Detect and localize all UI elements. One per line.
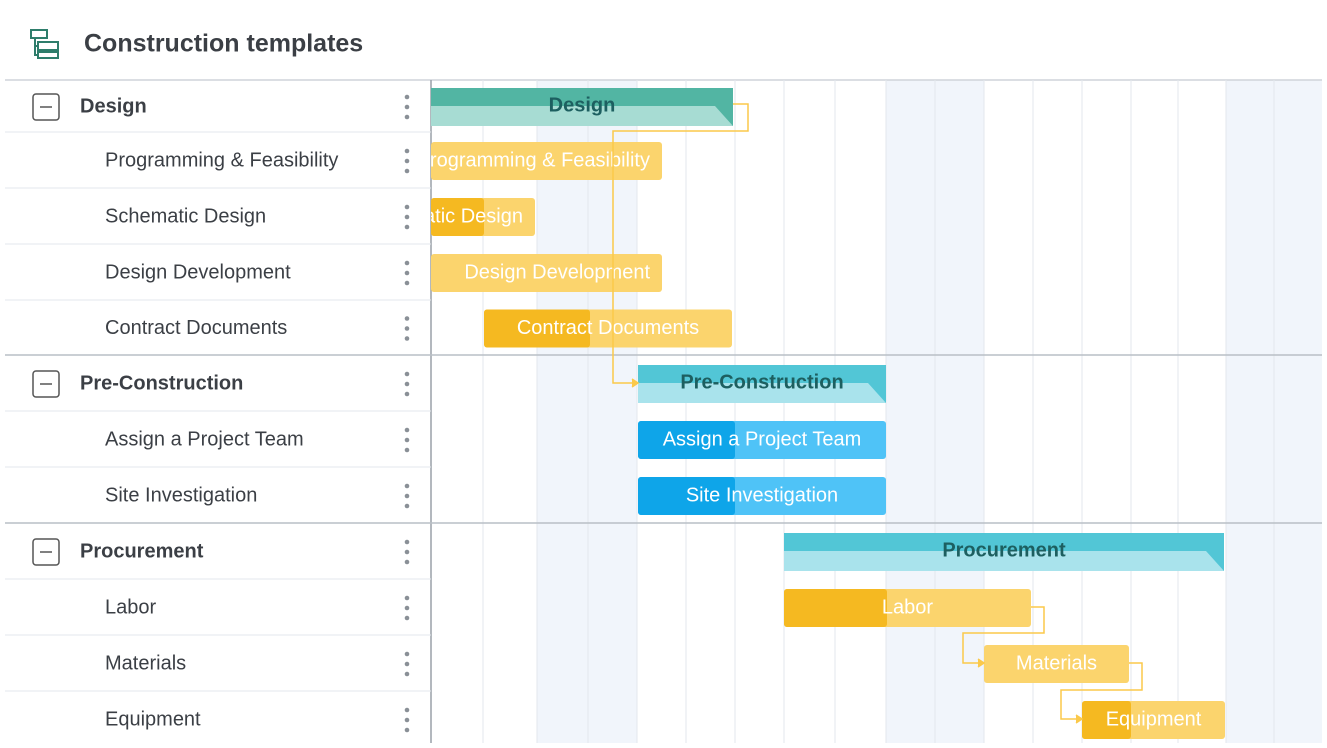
- row-menu-dot: [404, 326, 410, 331]
- task-name: Equipment: [105, 708, 201, 730]
- row-menu-dot: [404, 148, 410, 154]
- row-menu-dot: [404, 493, 410, 499]
- row-menu-dot: [404, 104, 410, 110]
- task-label: Design Development: [464, 261, 650, 283]
- row-menu-dot: [404, 661, 410, 667]
- task-label: Assign a Project Team: [663, 428, 862, 450]
- task-bar[interactable]: [431, 142, 662, 180]
- task-label: Contract Documents: [517, 317, 699, 339]
- task-progress: [484, 309, 590, 348]
- group-name: Procurement: [80, 540, 204, 562]
- row-menu-dot: [404, 615, 410, 621]
- row-menu-dot: [404, 605, 410, 611]
- row-menu-dot: [404, 94, 410, 100]
- row-menu-dot: [404, 270, 410, 276]
- task-name: Design Development: [105, 261, 291, 283]
- row-menu-dot: [404, 371, 410, 377]
- app-icon: [30, 29, 59, 59]
- summary-label: Procurement: [942, 539, 1066, 561]
- row-menu-dot: [404, 224, 410, 230]
- row-menu-dot: [404, 727, 410, 733]
- task-name: Assign a Project Team: [105, 428, 304, 450]
- row-menu-dot: [404, 549, 410, 555]
- row-menu-dot: [404, 336, 410, 341]
- weekend: [537, 80, 637, 743]
- group-name: Design: [80, 95, 147, 117]
- task-label: Labor: [882, 596, 933, 618]
- row-menu-dot: [404, 381, 410, 387]
- dependency-links: [612, 103, 1143, 724]
- task-label: Programming & Feasibility: [417, 149, 650, 171]
- task-label: Materials: [1016, 652, 1097, 674]
- task-progress: [638, 477, 735, 515]
- task-name: Contract Documents: [105, 317, 287, 339]
- summary-label: Design: [549, 94, 616, 116]
- row-menu-dot: [404, 539, 410, 545]
- row-menu-dot: [404, 671, 410, 677]
- row-menu-dot: [404, 204, 410, 210]
- task-name: Schematic Design: [105, 205, 266, 227]
- group-name: Pre-Construction: [80, 372, 243, 394]
- page-title: Construction templates: [84, 30, 363, 58]
- task-progress: [431, 198, 484, 236]
- task-label: Site Investigation: [686, 484, 838, 506]
- row-menu-dot: [404, 595, 410, 601]
- task-label: Equipment: [1106, 708, 1202, 730]
- row-menu-dot: [404, 447, 410, 453]
- row-menu-dot: [404, 651, 410, 657]
- task-progress: [638, 421, 735, 459]
- row-menu-dot: [404, 280, 410, 286]
- summary-bar-shade: [431, 106, 733, 126]
- row-menu-dot: [404, 503, 410, 509]
- row-menu-dot: [404, 168, 410, 174]
- row-menu-dot: [404, 717, 410, 723]
- row-menu-dot: [404, 437, 410, 443]
- summary-label: Pre-Construction: [680, 371, 843, 393]
- task-progress: [1082, 701, 1131, 739]
- task-name: Site Investigation: [105, 484, 257, 506]
- summary-bar-shade: [784, 551, 1224, 571]
- row-menu-dot: [404, 707, 410, 713]
- summary-bar-shade: [638, 383, 886, 403]
- task-bar[interactable]: [431, 254, 662, 292]
- task-progress: [784, 589, 887, 627]
- task-bar[interactable]: [984, 645, 1129, 683]
- task-name: Programming & Feasibility: [105, 149, 338, 171]
- row-menu-dot: [404, 214, 410, 220]
- row-menu-dot: [404, 427, 410, 433]
- row-menu-dot: [404, 260, 410, 266]
- task-name: Materials: [105, 652, 186, 674]
- row-menu-dot: [404, 114, 410, 120]
- row-menu-dot: [404, 483, 410, 489]
- row-menu-dot: [404, 158, 410, 164]
- row-menu-dot: [404, 391, 410, 397]
- task-name: Labor: [105, 596, 156, 618]
- row-menu-dot: [404, 316, 410, 321]
- task-label: Schematic Design: [362, 205, 523, 227]
- row-menu-dot: [404, 559, 410, 565]
